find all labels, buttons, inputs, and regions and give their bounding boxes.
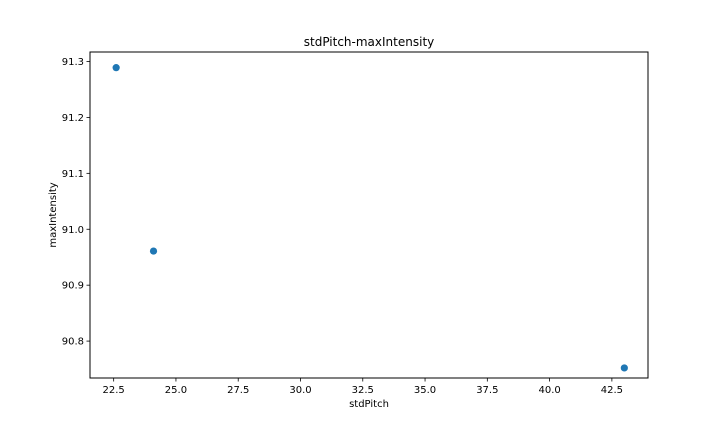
y-axis: 90.8 90.9 91.0 91.1 91.2 91.3	[62, 57, 90, 348]
y-axis-label: maxIntensity	[48, 182, 59, 247]
x-tick-label: 27.5	[227, 385, 249, 396]
y-tick-label: 91.0	[62, 225, 84, 236]
x-tick-label: 25.0	[165, 385, 187, 396]
x-tick-label: 30.0	[289, 385, 311, 396]
chart-title: stdPitch-maxIntensity	[304, 35, 435, 49]
x-axis: 22.5 25.0 27.5 30.0 32.5 35.0 37.5 40.0 42.5	[103, 378, 623, 396]
scatter-point	[149, 247, 158, 255]
x-tick-label: 22.5	[103, 385, 125, 396]
y-tick-label: 90.9	[62, 281, 84, 292]
plot-area	[89, 51, 649, 379]
x-tick-label: 40.0	[538, 385, 560, 396]
scatter-point	[620, 364, 628, 372]
x-tick-label: 42.5	[601, 385, 623, 396]
y-tick-label: 90.8	[62, 337, 84, 348]
y-tick-label: 91.3	[62, 57, 84, 68]
y-tick-label: 91.2	[62, 113, 84, 124]
x-tick-label: 32.5	[352, 385, 374, 396]
data-points	[112, 64, 628, 372]
x-axis-label: stdPitch	[349, 399, 389, 410]
scatter-point	[112, 64, 120, 72]
y-tick-label: 91.1	[62, 169, 84, 180]
x-tick-label: 37.5	[476, 385, 498, 396]
x-tick-label: 35.0	[414, 385, 436, 396]
